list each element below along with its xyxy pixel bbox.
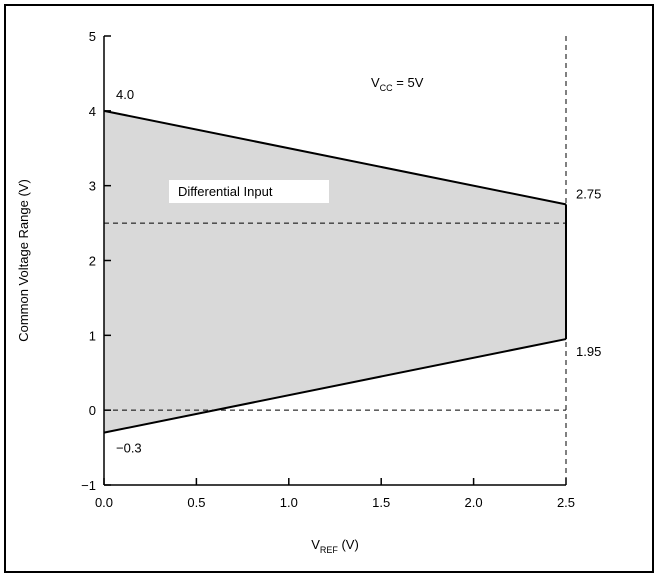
y-tick-label: −1	[81, 478, 96, 493]
chart: −1 0 1 2 3 4 5 0.0 0.5 1.0 1.5 2.0 2.5 Common Voltage…	[16, 29, 601, 555]
x-tick-label: 1.0	[280, 495, 298, 510]
lower-bound-line	[103, 338, 567, 434]
y-tick-label: 4	[89, 104, 96, 119]
x-tick-label: 0.5	[187, 495, 205, 510]
upper-bound-line	[103, 109, 567, 206]
label-lower-start: −0.3	[116, 441, 142, 456]
region-label-box	[169, 180, 329, 203]
y-tick-label: 2	[89, 254, 96, 269]
vcc-label: VCC = 5V	[371, 75, 424, 93]
x-tick-label: 0.0	[95, 495, 113, 510]
label-upper-start: 4.0	[116, 87, 134, 102]
x-axis-title: VREF (V)	[311, 537, 359, 555]
y-axis-title: Common Voltage Range (V)	[16, 179, 31, 342]
y-tick-label: 0	[89, 403, 96, 418]
common-voltage-region	[104, 110, 566, 433]
x-tick-label: 1.5	[372, 495, 390, 510]
y-tick-label: 3	[89, 179, 96, 194]
region-label: Differential Input	[178, 184, 273, 199]
x-tick-label: 2.5	[557, 495, 575, 510]
chart-frame: −1 0 1 2 3 4 5 0.0 0.5 1.0 1.5 2.0 2.5 Common Voltage…	[4, 4, 654, 573]
label-upper-end: 2.75	[576, 186, 601, 201]
y-tick-label: 1	[89, 328, 96, 343]
x-tick-label: 2.0	[465, 495, 483, 510]
y-tick-label: 5	[89, 29, 96, 44]
label-lower-end: 1.95	[576, 344, 601, 359]
